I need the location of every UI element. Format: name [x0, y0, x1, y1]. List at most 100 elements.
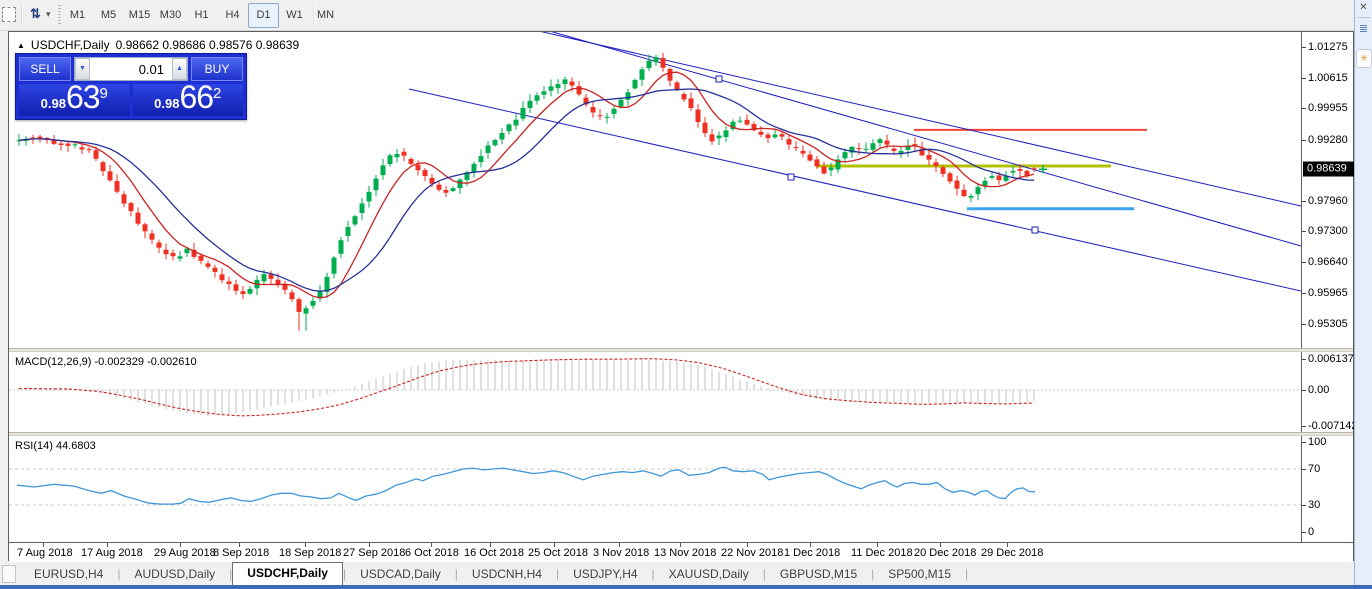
chart-window-icon[interactable]: [2, 6, 16, 22]
date-axis[interactable]: 7 Aug 2018 17 Aug 2018 29 Aug 2018 8 Sep 20…: [9, 542, 1353, 562]
date-tick: [1007, 543, 1008, 547]
pane-splitter[interactable]: [9, 432, 1353, 436]
timeframe-button-m30[interactable]: M30: [159, 9, 182, 21]
candle-body: [863, 148, 869, 150]
candle-body: [737, 120, 743, 122]
candle-body: [842, 152, 848, 159]
fast-ma-line[interactable]: [18, 71, 1035, 299]
trendline-2[interactable]: [504, 32, 1301, 247]
tab-usdcad[interactable]: USDCAD,Daily: [360, 567, 441, 581]
candle-body: [191, 249, 197, 257]
candle-body: [429, 177, 435, 184]
dropdown-caret-icon[interactable]: ▾: [46, 8, 51, 19]
rsi-tick-label: 70: [1308, 463, 1321, 475]
rsi-pane[interactable]: RSI(14) 44.6803: [9, 436, 1301, 542]
candle-body: [415, 164, 421, 171]
collapse-trade-panel-icon[interactable]: ▲: [17, 40, 25, 50]
axis-tick: [1302, 140, 1306, 141]
timeframe-button-m1[interactable]: M1: [69, 9, 86, 21]
timeframe-button-m5[interactable]: M5: [100, 9, 117, 21]
tab-xauusd[interactable]: XAUUSD,Daily: [668, 567, 749, 581]
volume-input[interactable]: [90, 58, 172, 80]
sell-price-panel[interactable]: 0.98 63 9: [19, 81, 130, 116]
candle-body: [597, 115, 603, 117]
close-icon[interactable]: ✕: [1359, 2, 1368, 13]
candle-body: [940, 167, 946, 174]
rsi-label: RSI(14) 44.6803: [15, 440, 96, 452]
drawing-handle[interactable]: [1031, 226, 1039, 234]
tab-separator: |: [342, 567, 347, 581]
date-label: 16 Oct 2018: [464, 547, 524, 559]
axis-tick: [1302, 108, 1306, 109]
date-label: 6 Oct 2018: [405, 547, 459, 559]
volume-decrease-button[interactable]: ▼: [75, 58, 90, 80]
timeframe-button-h4[interactable]: H4: [225, 9, 240, 21]
sell-button[interactable]: SELL: [19, 57, 71, 81]
date-tick: [107, 543, 108, 547]
buy-button[interactable]: BUY: [191, 57, 243, 81]
candle-body: [58, 143, 64, 145]
rsi-chart[interactable]: [9, 436, 1301, 542]
buy-price-panel[interactable]: 0.98 66 2: [132, 81, 243, 116]
macd-pane[interactable]: MACD(12,26,9) -0.002329 -0.002610: [9, 352, 1301, 432]
slow-ma-line[interactable]: [18, 88, 1035, 292]
macd-tick-label: 0.006137: [1308, 353, 1354, 365]
candle-body: [681, 93, 687, 100]
chart-window: ▲ USDCHF,Daily 0.98662 0.98686 0.98576 0…: [8, 31, 1358, 562]
drawing-handle[interactable]: [787, 173, 795, 181]
axis-tick: [1302, 532, 1306, 533]
macd-axis: 0.006137 0.00 -0.007142: [1301, 352, 1358, 432]
tab-eurusd[interactable]: EURUSD,H4: [34, 567, 104, 581]
timeframe-button-mn[interactable]: MN: [316, 9, 335, 21]
rsi-tick-label: 100: [1308, 436, 1327, 448]
candle-body: [688, 98, 694, 108]
favorites-icon[interactable]: ✳: [1356, 49, 1372, 68]
candle-body: [653, 57, 659, 63]
tab-gbpusd[interactable]: GBPUSD,M15: [779, 567, 858, 581]
price-chart-pane[interactable]: ▲ USDCHF,Daily 0.98662 0.98686 0.98576 0…: [9, 32, 1301, 348]
timeframe-button-w1[interactable]: W1: [286, 9, 303, 21]
top-toolbar: ⇅ ▾ M1 M5 M15 M30 H1 H4 D1 W1 MN: [0, 0, 1354, 31]
tab-usdchf[interactable]: USDCHF,Daily: [232, 562, 343, 585]
candle-body: [394, 153, 400, 158]
tab-audusd[interactable]: AUDUSD,Daily: [134, 567, 216, 581]
tab-scroll-stub[interactable]: [2, 565, 16, 583]
candle-body: [849, 146, 855, 153]
date-label: 8 Sep 2018: [213, 547, 270, 559]
macd-chart[interactable]: [9, 352, 1301, 432]
trendline-3[interactable]: [408, 88, 1301, 292]
date-tick: [877, 543, 878, 547]
candle-body: [548, 86, 554, 91]
candle-body: [800, 150, 806, 154]
tab-sp500[interactable]: SP500,M15: [888, 567, 952, 581]
timeframe-button-h1[interactable]: H1: [194, 9, 209, 21]
trendline-1[interactable]: [504, 32, 1301, 207]
panel-list-icon[interactable]: ≣: [1358, 23, 1369, 35]
candle-body: [576, 86, 582, 95]
drawing-handle[interactable]: [715, 75, 723, 83]
axis-tick: [1302, 293, 1306, 294]
candle-body: [121, 194, 127, 204]
date-tick: [810, 543, 811, 547]
candle-body: [779, 134, 785, 137]
pane-splitter[interactable]: [9, 348, 1353, 352]
volume-increase-button[interactable]: ▲: [172, 58, 187, 80]
candle-body: [814, 159, 820, 167]
toolbar-grip[interactable]: [58, 5, 61, 25]
tab-usdjpy[interactable]: USDJPY,H4: [573, 567, 638, 581]
price-tick-label: 0.96640: [1308, 256, 1348, 268]
candle-body: [422, 170, 428, 177]
tab-usdcnh[interactable]: USDCNH,H4: [471, 567, 542, 581]
candle-body: [240, 291, 246, 295]
timeframe-button-m15[interactable]: M15: [128, 9, 151, 21]
candle-body: [177, 256, 183, 259]
candlestick-chart[interactable]: [9, 32, 1301, 348]
price-tick-label: 0.97300: [1308, 225, 1348, 237]
timeframe-button-d1[interactable]: D1: [248, 3, 279, 28]
date-label: 7 Aug 2018: [17, 547, 73, 559]
current-price-tag: 0.98639: [1303, 161, 1356, 177]
candle-body: [170, 252, 176, 257]
arrange-arrows-icon[interactable]: ⇅: [30, 6, 41, 21]
candle-body: [506, 124, 512, 132]
date-tick: [680, 543, 681, 547]
